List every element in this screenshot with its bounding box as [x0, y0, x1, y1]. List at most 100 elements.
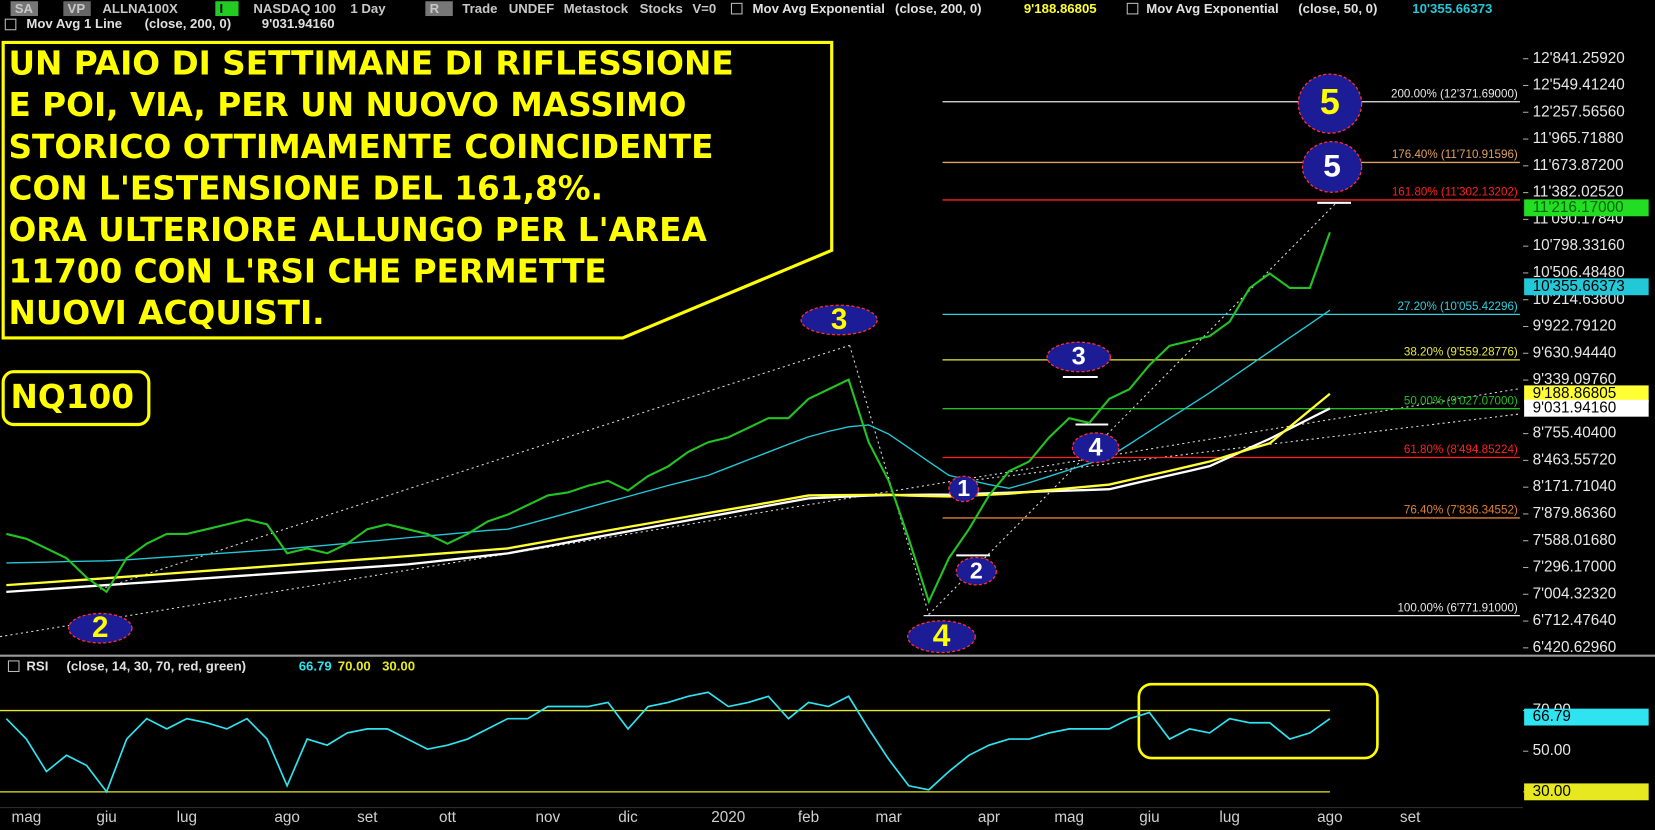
- price-marker: [1524, 199, 1649, 217]
- wave-badge: [1071, 432, 1120, 464]
- price-marker: [1524, 399, 1649, 417]
- wave-label: 1: [957, 475, 970, 501]
- y-tick-label: 6'712.47640: [1533, 612, 1617, 629]
- indicator-value: 9'031.94160: [262, 16, 335, 31]
- x-tick-label: mag: [1054, 809, 1084, 826]
- checkbox[interactable]: [7, 660, 20, 673]
- x-tick-label: set: [357, 809, 378, 826]
- checkbox[interactable]: [1126, 2, 1139, 15]
- toolbar-item: Stocks: [640, 1, 683, 16]
- y-tick-label: 30.00: [1533, 783, 1571, 800]
- annotation-line: CON L'ESTENSIONE DEL 161,8%.: [8, 169, 603, 207]
- price-marker-label: 9'188.86805: [1533, 385, 1617, 402]
- wave-label: 2: [92, 611, 108, 644]
- wave-badge: [800, 304, 878, 336]
- toolbar-item[interactable]: R: [430, 1, 440, 16]
- wave-label: 4: [933, 617, 951, 653]
- trend-line: [0, 388, 1520, 638]
- fib-label: 161.80% (11'302.13202): [1392, 186, 1518, 199]
- price-marker-label: 11'216.17000: [1533, 199, 1624, 216]
- indicator-name: Mov Avg Exponential: [753, 1, 885, 16]
- moving-average: [6, 392, 1331, 587]
- wave-badge: [1301, 140, 1363, 193]
- fib-label: 50.00% (9'027.07000): [1404, 394, 1518, 407]
- toolbar-item: 1 Day: [350, 1, 386, 16]
- y-tick-label: 11'965.71880: [1533, 130, 1624, 147]
- toolbar-button[interactable]: [215, 1, 239, 17]
- indicator-name: Mov Avg 1 Line: [26, 16, 122, 31]
- toolbar-item: NASDAQ 100: [253, 1, 336, 16]
- wave-label: 3: [1072, 343, 1086, 371]
- annotation-line: STORICO OTTIMAMENTE COINCIDENTE: [8, 128, 713, 166]
- trend-line: [849, 345, 930, 615]
- fib-label: 38.20% (9'559.28776): [1404, 346, 1518, 359]
- rsi-marker: [1524, 708, 1649, 726]
- x-tick-label: nov: [535, 809, 560, 826]
- x-tick-label: lug: [177, 809, 197, 826]
- y-tick-label: 8'463.55720: [1533, 451, 1617, 468]
- x-tick-label: apr: [978, 809, 1000, 826]
- indicator-params: (close, 200, 0): [145, 16, 232, 31]
- toolbar-item[interactable]: VP: [68, 1, 86, 16]
- rsi-level-value: 70.00: [338, 659, 371, 674]
- toolbar-item: V=0: [692, 1, 716, 16]
- price-marker: [1524, 278, 1649, 296]
- wave-badge: [67, 612, 133, 644]
- price-marker-label: 10'355.66373: [1533, 278, 1625, 295]
- wave-label: 5: [1323, 147, 1341, 183]
- x-tick-label: ago: [274, 809, 300, 826]
- fib-label: 27.20% (10'055.42296): [1397, 300, 1517, 313]
- y-tick-label: 12'257.56560: [1533, 103, 1625, 120]
- chart-label: NQ100: [11, 378, 134, 416]
- y-tick-label: 7'004.32320: [1533, 585, 1617, 602]
- price-marker: [1524, 385, 1649, 403]
- indicator-params: (close, 200, 0): [895, 1, 982, 16]
- wave-badge: [948, 475, 980, 503]
- y-tick-label: 11'382.02520: [1533, 184, 1624, 201]
- annotation-line: E POI, VIA, PER UN NUOVO MASSIMO: [8, 86, 686, 124]
- y-tick-label: 9'922.79120: [1533, 318, 1617, 335]
- toolbar-button[interactable]: [63, 1, 91, 17]
- x-tick-label: mag: [12, 809, 42, 826]
- y-tick-label: 8'171.71040: [1533, 478, 1617, 495]
- x-tick-label: set: [1400, 809, 1421, 826]
- x-tick-label: mar: [876, 809, 902, 826]
- y-tick-label: 10'506.48480: [1533, 264, 1625, 281]
- wave-badge: [1046, 341, 1112, 373]
- indicator-name: Mov Avg Exponential: [1146, 1, 1278, 16]
- toolbar-item[interactable]: SA: [15, 1, 34, 16]
- trend-line: [928, 203, 1336, 615]
- y-tick-label: 9'339.09760: [1533, 371, 1617, 388]
- rsi-highlight: [1137, 682, 1379, 760]
- wave-markers: [956, 201, 1352, 557]
- fib-label: 176.40% (11'710.91596): [1392, 148, 1518, 161]
- toolbar-item: Metastock: [564, 1, 629, 16]
- checkbox[interactable]: [4, 18, 17, 31]
- price-marker-label: 9'031.94160: [1533, 399, 1617, 416]
- wave-label: 3: [831, 303, 847, 336]
- rsi-value: 66.79: [299, 659, 332, 674]
- toolbar-item[interactable]: I: [220, 1, 224, 16]
- checkboxes: [4, 2, 1139, 673]
- level-marker: [1524, 783, 1649, 801]
- x-tick-label: 2020: [711, 809, 745, 826]
- label-box: [1, 370, 151, 427]
- price-line: [6, 231, 1331, 605]
- y-tick-label: 6'420.62960: [1533, 639, 1617, 656]
- toolbar-button[interactable]: [10, 1, 38, 17]
- rsi-level-value: 30.00: [382, 659, 415, 674]
- wave-badge: [907, 620, 976, 654]
- indicator-params: (close, 50, 0): [1298, 1, 1377, 16]
- y-tick-label: 7'588.01680: [1533, 532, 1617, 549]
- wave-label: 4: [1089, 433, 1103, 461]
- toolbar-button[interactable]: [425, 1, 453, 17]
- moving-average: [6, 407, 1331, 594]
- x-tick-label: ago: [1317, 809, 1343, 826]
- fib-label: 200.00% (12'371.69000): [1391, 87, 1518, 100]
- checkbox[interactable]: [730, 2, 743, 15]
- toolbar-item: ALLNA100X: [102, 1, 178, 16]
- rsi-params: (close, 14, 30, 70, red, green): [66, 659, 246, 674]
- wave-label: 5: [1320, 82, 1340, 122]
- y-tick-label: 12'549.41240: [1533, 77, 1625, 94]
